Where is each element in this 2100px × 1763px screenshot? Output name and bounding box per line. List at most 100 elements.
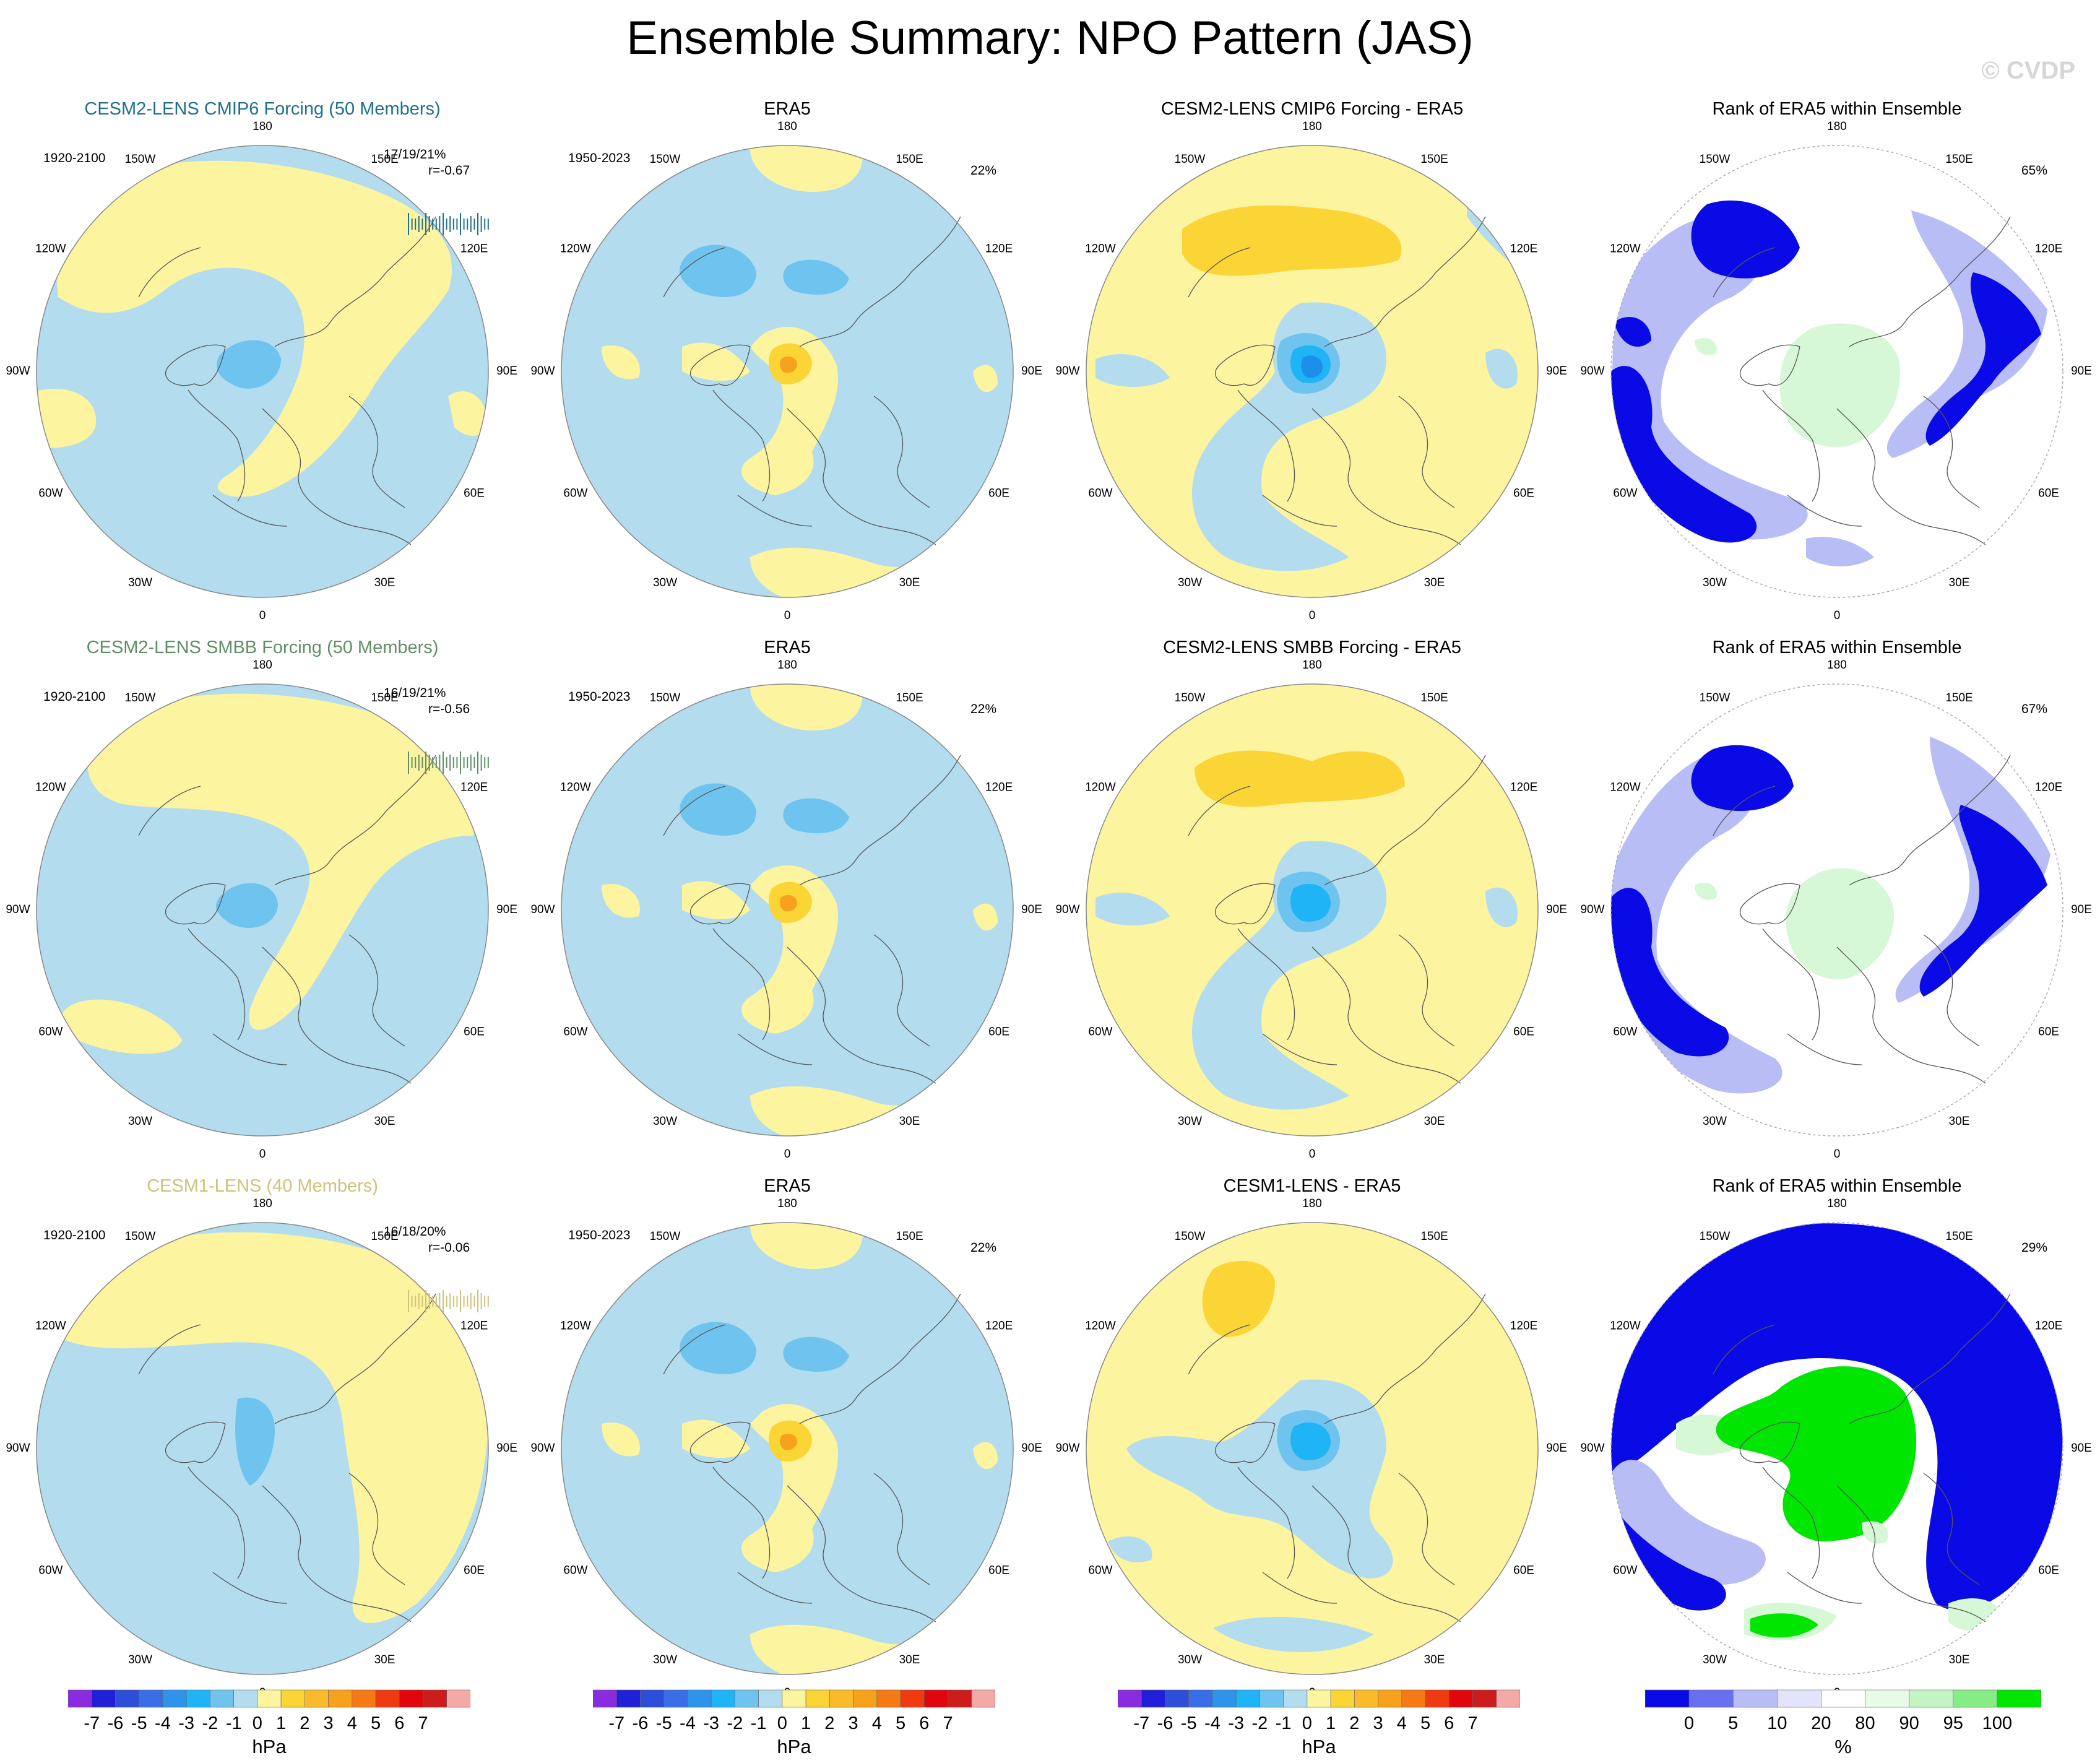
contour-region: [1202, 1260, 1275, 1337]
colorbar-swatch: [352, 1689, 376, 1708]
coastline: [1237, 1466, 1295, 1579]
contour-region: [1290, 1423, 1331, 1460]
panel-title: ERA5: [764, 638, 811, 657]
colorbar-swatch: [923, 1689, 948, 1708]
colorbar-swatch: [735, 1689, 759, 1708]
lon-label: 90W: [1055, 1442, 1079, 1455]
colorbar-swatch: [1425, 1689, 1450, 1708]
lon-label: 60W: [1088, 1564, 1112, 1577]
colorbar-swatch: [1821, 1689, 1865, 1708]
map-boundary: [1086, 1222, 1539, 1675]
lon-label: 30W: [1178, 576, 1202, 589]
colorbar-tick-label: -1: [1275, 1713, 1292, 1733]
colorbar-swatch: [446, 1689, 471, 1708]
member-spread-bars: [408, 213, 489, 235]
coastline: [188, 389, 246, 502]
lon-label: 60W: [38, 1026, 63, 1039]
colorbar-tick-label: 3: [848, 1713, 858, 1733]
colorbar-swatch: [1777, 1689, 1821, 1708]
lon-label: 90E: [1021, 903, 1042, 916]
contour-region: [1806, 537, 1874, 566]
colorbar-swatches: [592, 1689, 996, 1708]
lon-label: 30E: [374, 576, 395, 589]
contour-region: [1290, 884, 1331, 922]
contour-region: [1108, 1536, 1152, 1562]
colorbar-swatch: [1688, 1689, 1734, 1708]
lon-label: 60E: [988, 1564, 1009, 1577]
panel-title: Rank of ERA5 within Ensemble: [1712, 638, 1962, 657]
coastline: [348, 1473, 405, 1585]
colorbar-tick-label: 1: [1326, 1713, 1336, 1733]
coastline: [1188, 1324, 1251, 1375]
lon-label: 90W: [6, 365, 30, 378]
colorbar-tick-label: 4: [871, 1713, 882, 1733]
lon-label: 60E: [2038, 1564, 2059, 1577]
lon-label: 30W: [653, 1115, 677, 1128]
colorbar-swatch: [971, 1689, 996, 1708]
contour-fields: [1611, 1223, 2063, 1640]
lon-label: 180: [1302, 120, 1322, 133]
lon-label: 150E: [896, 691, 923, 704]
pattern-correlation: r=-0.56: [428, 702, 470, 716]
period-label: 1920-2100: [43, 690, 106, 704]
coastline: [1787, 1572, 1862, 1604]
hpa-colorbar: -7 -6 -5 -4 -3 -2 -1 0 1 2 3 4 5 6 7 hPa: [67, 1687, 471, 1762]
contour-region: [780, 1433, 797, 1450]
contour-region: [1611, 1460, 1766, 1585]
lon-label: 180: [777, 120, 797, 133]
lon-label: 30E: [899, 1115, 920, 1128]
lon-label: 60E: [1513, 487, 1534, 500]
coastlines: [138, 216, 436, 545]
lon-label: 120E: [1510, 243, 1537, 256]
coastline: [799, 216, 961, 347]
coastline: [212, 1572, 288, 1604]
lon-label: 120E: [2035, 1320, 2062, 1333]
colorbar-tick-label: 0: [1302, 1713, 1312, 1733]
lon-label: 90E: [2071, 1442, 2092, 1455]
colorbar-tick-label: -3: [1228, 1713, 1245, 1733]
coastline: [1739, 883, 1800, 925]
percentile-stats: 17/19/21%: [384, 147, 446, 162]
coastline: [188, 1466, 246, 1579]
panel-title: CESM2-LENS SMBB Forcing (50 Members): [86, 638, 439, 657]
contour-region: [1750, 1613, 1818, 1638]
colorbar-units: %: [1834, 1736, 1852, 1757]
lon-label: 90E: [496, 903, 517, 916]
coastlines: [138, 755, 436, 1084]
coastline: [1762, 1466, 1820, 1579]
colorbar-tick-label: 3: [1373, 1713, 1383, 1733]
period-label: 1920-2100: [43, 151, 106, 165]
coastline: [1214, 883, 1276, 925]
contour-region: [973, 1442, 998, 1470]
contour-region: [1779, 323, 1900, 447]
contour-region: [1195, 750, 1405, 807]
lon-label: 30E: [1424, 1653, 1445, 1666]
period-label: 1950-2023: [568, 151, 631, 165]
lon-label: 60W: [1613, 1564, 1637, 1577]
lon-label: 150W: [1700, 1230, 1731, 1243]
coastline: [348, 396, 405, 508]
coastlines: [138, 1293, 436, 1622]
colorbar-tick-label: 0: [777, 1713, 787, 1733]
colorbar-swatch: [186, 1689, 210, 1708]
panel-rank: Rank of ERA5 within Ensemble 65% 180 150E…: [1575, 99, 2099, 638]
map-boundary: [561, 145, 1014, 598]
colorbar-tick-label: -5: [655, 1713, 672, 1733]
colorbar-swatch: [280, 1689, 305, 1708]
colorbar-swatch: [423, 1689, 447, 1708]
colorbar-tick-label: 100: [1982, 1713, 2013, 1733]
colorbar-swatch: [257, 1689, 282, 1708]
lon-label: 90W: [1580, 365, 1604, 378]
contour-region: [680, 1322, 756, 1374]
colorbar-swatch: [592, 1689, 617, 1708]
coastline: [737, 495, 813, 527]
colorbar-swatch: [1997, 1689, 2042, 1708]
panel-era5: ERA5 1950-2023 22% 180150E120E90E60E30E0…: [525, 1176, 1050, 1715]
coastline: [787, 1485, 936, 1622]
coastline: [1836, 408, 1986, 545]
colorbar-swatch: [1909, 1689, 1954, 1708]
